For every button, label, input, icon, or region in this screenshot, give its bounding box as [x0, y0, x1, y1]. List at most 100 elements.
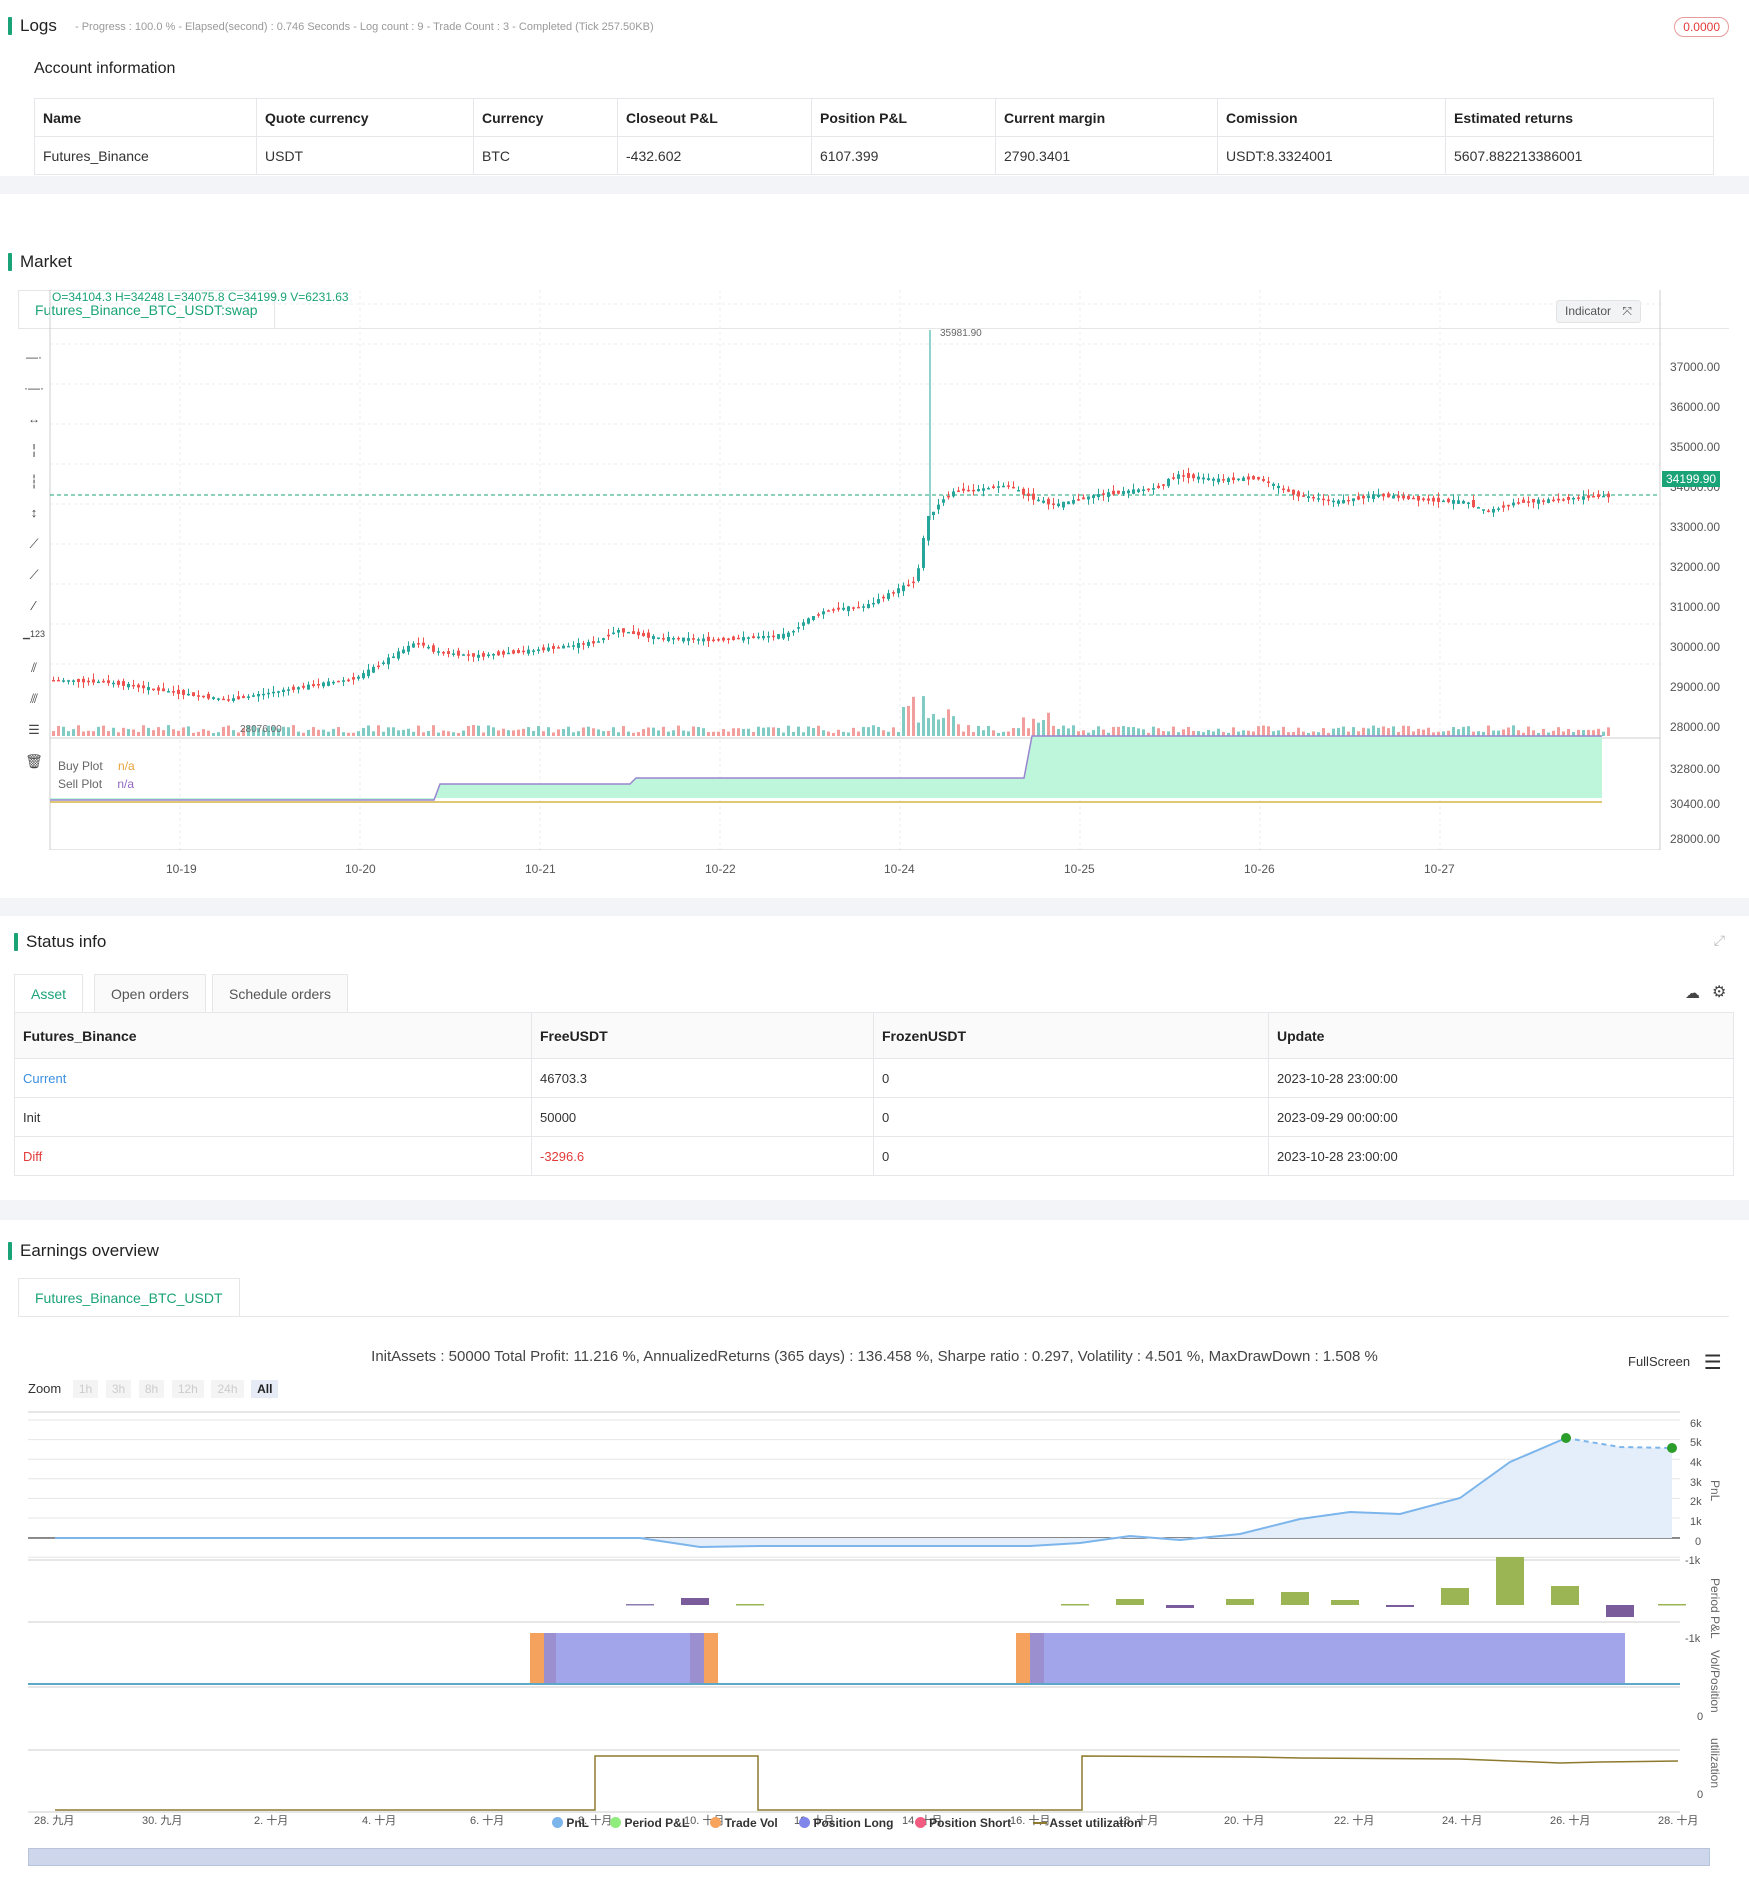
candle-body	[1097, 494, 1100, 498]
volume-bar	[987, 726, 990, 736]
volume-bar	[1352, 727, 1355, 736]
price-label-tool-icon[interactable]: ▁123	[23, 629, 45, 639]
zoom-1h[interactable]: 1h	[72, 1380, 99, 1398]
period-pnl-bar	[1116, 1599, 1144, 1605]
candle-body	[1492, 509, 1495, 513]
volume-bar	[647, 727, 650, 736]
candle-body	[1207, 478, 1210, 481]
volume-bar	[1367, 728, 1370, 736]
volume-bar	[697, 726, 700, 736]
volume-bar	[1422, 729, 1425, 736]
candle-body	[1582, 496, 1585, 500]
cell: 50000	[531, 1097, 874, 1137]
indicator-button[interactable]: Indicator ⤧	[1556, 300, 1641, 323]
legend-short-label: Position Short	[929, 1816, 1012, 1830]
horizontal-ray-tool-icon[interactable]: ·—·	[24, 381, 44, 395]
menu-icon[interactable]: ☰	[1703, 1352, 1722, 1374]
candle-body	[167, 691, 170, 693]
extended-line-tool-icon[interactable]: ↔	[28, 412, 40, 426]
candle-body	[702, 638, 705, 642]
candle-body	[1012, 486, 1015, 489]
vertical-segment-tool-icon[interactable]: ↕	[30, 505, 38, 520]
status-title: Status info	[13, 932, 107, 951]
legend-util[interactable]: Asset utilization	[1032, 1816, 1141, 1830]
volume-bar	[1457, 729, 1460, 736]
tab-schedule-orders[interactable]: Schedule orders	[212, 974, 348, 1013]
candle-body	[1297, 491, 1300, 497]
vertical-ray-tool-icon[interactable]: ┆	[30, 474, 38, 489]
trend-line-tool-icon[interactable]: ⟋	[29, 536, 39, 551]
zoom-12h[interactable]: 12h	[171, 1380, 204, 1398]
gear-icon[interactable]: ⚙	[1712, 984, 1727, 1001]
candle-body	[317, 683, 320, 686]
horizontal-line-tool-icon[interactable]: —·	[26, 350, 42, 364]
fib-retracement-tool-icon[interactable]: ☰	[28, 722, 40, 737]
legend-trade[interactable]: Trade Vol	[710, 1816, 778, 1830]
volume-bar	[1022, 717, 1025, 736]
x-date-tick: 20. 十月	[1224, 1815, 1265, 1827]
price-tick: 36000.00	[1670, 400, 1721, 414]
volume-bar	[332, 728, 335, 736]
tab-asset[interactable]: Asset	[14, 974, 84, 1013]
candle-body	[72, 680, 75, 682]
candle-body	[807, 618, 810, 624]
collapse-icon[interactable]: ⤢	[1713, 932, 1725, 948]
legend-long[interactable]: Position Long	[799, 1816, 893, 1830]
tab-divider	[18, 1316, 1729, 1317]
zoom-all[interactable]: All	[251, 1380, 279, 1398]
candle-body	[512, 650, 515, 654]
candle-body	[797, 627, 800, 629]
volume-bar	[767, 727, 770, 736]
candle-body	[367, 669, 370, 677]
volume-bar	[742, 728, 745, 736]
candle-body	[1252, 476, 1255, 480]
tab-open-orders[interactable]: Open orders	[94, 974, 206, 1013]
legend-period[interactable]: Period P&L	[610, 1816, 689, 1830]
volume-bar	[262, 729, 265, 736]
cloud-download-icon[interactable]: ☁	[1685, 985, 1700, 1002]
x-date-tick: 24. 十月	[1442, 1815, 1483, 1827]
candle-body	[77, 678, 80, 683]
navigator-scrollbar[interactable]	[28, 1848, 1710, 1866]
candle-body	[442, 651, 445, 654]
candle-body	[977, 489, 980, 492]
zoom-3h[interactable]: 3h	[105, 1380, 132, 1398]
col-position: Position P&L	[811, 98, 996, 137]
candle-body	[587, 641, 590, 646]
sub-tick: 28000.00	[1670, 832, 1721, 846]
fib-channel-tool-icon[interactable]: ⫻	[30, 691, 38, 706]
candle-body	[152, 688, 155, 691]
candle-body	[1147, 488, 1150, 491]
volume-bar	[1082, 730, 1085, 736]
market-tab[interactable]: Futures_Binance_BTC_USDT:swap	[18, 290, 275, 329]
candle-body	[892, 592, 895, 594]
zoom-8h[interactable]: 8h	[138, 1380, 165, 1398]
trade-vol-bar	[530, 1633, 544, 1683]
volume-bar	[507, 730, 510, 736]
candle-body	[1557, 498, 1560, 501]
segment-tool-icon[interactable]: ⁄	[32, 598, 36, 613]
trash-icon[interactable]: 🗑	[25, 753, 43, 769]
candle-body	[1262, 479, 1265, 481]
candle-body	[1432, 497, 1435, 502]
volume-bar	[1302, 731, 1305, 736]
legend-pnl[interactable]: PnL	[552, 1816, 589, 1830]
parallel-channel-tool-icon[interactable]: ⫽	[31, 660, 37, 675]
ray-tool-icon[interactable]: ⟋	[29, 567, 39, 582]
col-closeout: Closeout P&L	[617, 98, 812, 137]
zoom-24h[interactable]: 24h	[211, 1380, 244, 1398]
candle-body	[862, 606, 865, 608]
earnings-tab[interactable]: Futures_Binance_BTC_USDT	[18, 1278, 240, 1317]
legend-short[interactable]: Position Short	[914, 1816, 1012, 1830]
period-pnl-bar	[1331, 1600, 1359, 1605]
fullscreen-button[interactable]: FullScreen ☰	[1628, 1350, 1722, 1375]
candle-body	[1452, 500, 1455, 504]
vertical-line-tool-icon[interactable]: ╎	[30, 443, 38, 458]
period-pnl-bar	[681, 1598, 709, 1605]
volume-bar	[302, 732, 305, 736]
earnings-chart[interactable]	[0, 1410, 1749, 1890]
candle-body	[1167, 478, 1170, 487]
volume-bar	[382, 731, 385, 736]
candle-body	[802, 622, 805, 626]
candlestick-chart[interactable]	[0, 290, 1749, 850]
